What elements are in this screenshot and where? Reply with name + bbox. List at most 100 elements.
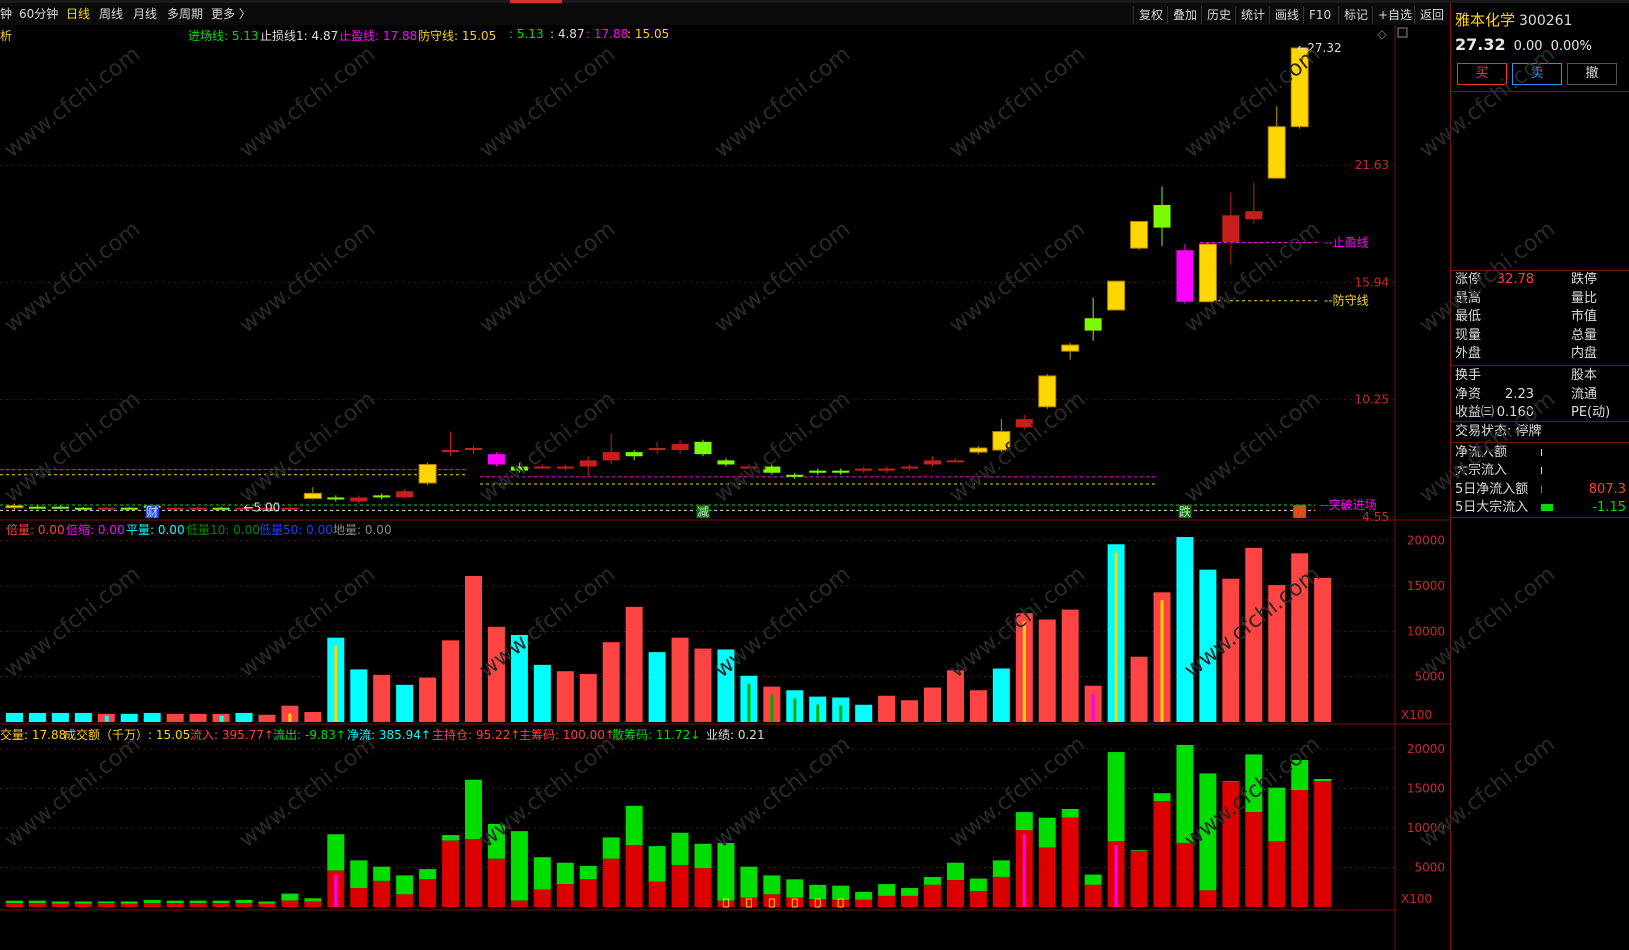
volume-bar bbox=[901, 700, 919, 722]
volume-bar bbox=[373, 674, 391, 722]
flow-bar-red bbox=[832, 899, 850, 907]
candle-body bbox=[303, 492, 322, 499]
flow-bar-green bbox=[1015, 812, 1033, 831]
candle-body bbox=[465, 447, 482, 451]
candle-body bbox=[442, 450, 460, 453]
candle-body bbox=[1176, 250, 1194, 302]
flow-bar-red bbox=[166, 903, 184, 907]
volume-bar bbox=[648, 652, 666, 722]
candle-body bbox=[946, 460, 964, 463]
volume-bar bbox=[625, 606, 643, 722]
flow-bar-red bbox=[6, 903, 23, 907]
flow-small-marker bbox=[814, 898, 821, 908]
volume-bar bbox=[465, 575, 482, 722]
volume-bar bbox=[396, 684, 414, 722]
volume-bar bbox=[442, 640, 460, 722]
entry-value-short: : 5.13 bbox=[509, 27, 544, 41]
price-axis-label: 21.63 bbox=[1355, 158, 1389, 172]
period-tab-weekly[interactable]: 周线 bbox=[99, 7, 124, 21]
main-chips-value: 主筹码: 100.00↑ bbox=[519, 728, 615, 742]
period-tab-daily[interactable]: 日线 bbox=[66, 7, 91, 21]
back-button[interactable]: 返回 bbox=[1414, 6, 1449, 24]
period-tab-multi[interactable]: 多周期 bbox=[167, 7, 204, 21]
flow-small-marker bbox=[768, 898, 775, 908]
chart-area[interactable]: 21.63 15.94 10.25 4.55 --止盈线 --防守线 --突破进场 ←27.3… bbox=[0, 25, 1450, 950]
sell-button[interactable]: 卖 bbox=[1512, 63, 1562, 85]
flow-axis-label: 10000 bbox=[1407, 821, 1445, 835]
volume-bar bbox=[533, 664, 551, 722]
buy-button[interactable]: 买 bbox=[1457, 63, 1507, 85]
candle-body bbox=[235, 507, 253, 510]
defense-line-label: --防守线 bbox=[1324, 293, 1369, 308]
flow-bar-green bbox=[648, 846, 666, 882]
quote-label-2: 量比 bbox=[1571, 290, 1598, 306]
flow-bar-red bbox=[465, 839, 482, 907]
flow-bar-red bbox=[855, 899, 873, 907]
period-tab-minute[interactable]: 钟 bbox=[0, 7, 13, 21]
candle-body bbox=[97, 507, 115, 510]
restore-rights-button[interactable]: 复权 bbox=[1133, 6, 1168, 24]
divider bbox=[1451, 270, 1629, 271]
quote-label: 外盘 bbox=[1455, 346, 1482, 362]
volume-bar bbox=[1038, 619, 1056, 722]
flow-bar-red bbox=[924, 884, 941, 907]
flow-bar-green bbox=[465, 779, 482, 840]
finance-row: 收益㈢ 0.160 PE(动) bbox=[1455, 404, 1629, 422]
flow-bar-red bbox=[212, 903, 230, 907]
flow-bar-inner bbox=[1114, 845, 1118, 907]
mark-button[interactable]: 标记 bbox=[1338, 6, 1373, 24]
volume-axis-label: 20000 bbox=[1407, 534, 1445, 548]
flow-bar-red bbox=[533, 889, 551, 907]
volume-bar bbox=[189, 713, 207, 722]
volume-bar-inner bbox=[770, 694, 774, 722]
flow-bar-green bbox=[1314, 778, 1332, 782]
ground-volume-value: 地量: 0.00 bbox=[333, 523, 392, 537]
cancel-button[interactable]: 撤 bbox=[1567, 63, 1617, 85]
draw-line-button[interactable]: 画线 bbox=[1269, 6, 1304, 24]
turnover-value: 交量: 17.88 bbox=[0, 728, 67, 742]
period-tab-more[interactable]: 更多 〉 bbox=[211, 7, 251, 21]
volume-axis-label: 10000 bbox=[1407, 624, 1445, 638]
event-marker: 减 bbox=[697, 505, 709, 519]
f10-button[interactable]: F10 bbox=[1303, 6, 1336, 24]
quote-row: 现量 总量 bbox=[1455, 327, 1629, 345]
period-tab-monthly[interactable]: 月线 bbox=[133, 7, 158, 21]
overlay-button[interactable]: 叠加 bbox=[1167, 6, 1202, 24]
volume-bar bbox=[51, 712, 69, 722]
flow-bar-red bbox=[786, 897, 804, 907]
chart-canvas[interactable]: 21.63 15.94 10.25 4.55 --止盈线 --防守线 --突破进场 ←27.3… bbox=[0, 25, 1450, 950]
finance-label-2: PE(动) bbox=[1571, 405, 1611, 421]
period-toolbar: 钟 60分钟 日线 周线 月线 多周期 更多 〉 复权 叠加 历史 统计 画线 … bbox=[0, 3, 1450, 26]
price-change-pct: 0.00% bbox=[1550, 39, 1592, 54]
add-watchlist-button[interactable]: +自选 bbox=[1372, 6, 1417, 24]
flow-bar-green bbox=[924, 876, 941, 885]
low-price-marker: ←5.00 bbox=[244, 501, 281, 515]
candle-body bbox=[5, 505, 24, 509]
volume-bar bbox=[74, 712, 92, 722]
candle-body bbox=[878, 468, 896, 471]
period-tab-60min[interactable]: 60分钟 bbox=[19, 7, 59, 21]
flow-bar-green bbox=[717, 842, 735, 901]
volume-bar-inner bbox=[793, 698, 797, 722]
flow-bar-red bbox=[809, 899, 827, 907]
flow-bar-green bbox=[258, 901, 276, 904]
flow-bar-green bbox=[120, 901, 138, 904]
flow-bar-red bbox=[373, 880, 391, 907]
flow-bar-red bbox=[763, 894, 781, 907]
candle-body bbox=[418, 463, 437, 484]
flow-bar-red bbox=[878, 895, 896, 907]
quote-label: 涨停 bbox=[1455, 272, 1482, 287]
capital-flow-row: 净流入额 bbox=[1455, 444, 1629, 462]
divider bbox=[1451, 421, 1629, 422]
flow-bar-green bbox=[510, 831, 528, 901]
flow-bar-green bbox=[1245, 754, 1263, 813]
flow-bar-red bbox=[1222, 782, 1240, 907]
flow-bar-green bbox=[1222, 781, 1240, 783]
statistics-button[interactable]: 统计 bbox=[1235, 6, 1270, 24]
history-button[interactable]: 历史 bbox=[1201, 6, 1236, 24]
low-volume10-value: 低量10: 0.00 bbox=[186, 523, 260, 537]
price-axis-label: 15.94 bbox=[1355, 275, 1389, 289]
flow-bar-green bbox=[419, 869, 437, 880]
volume-bar bbox=[510, 634, 528, 722]
volume-bar bbox=[28, 712, 46, 722]
